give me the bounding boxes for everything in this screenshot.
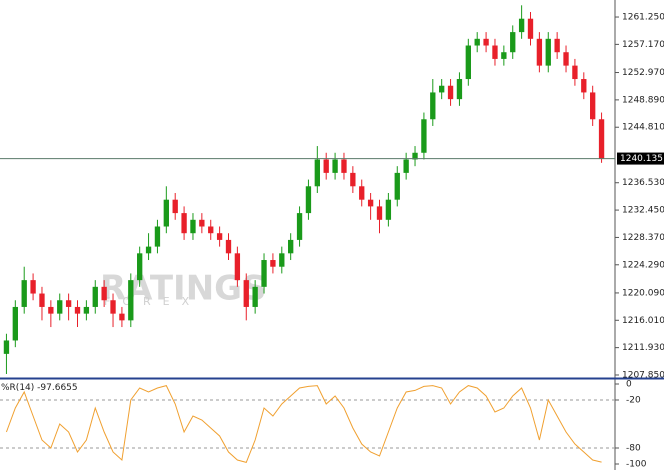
candle-body: [216, 233, 223, 240]
candle-body: [456, 79, 463, 100]
candle-body: [341, 159, 347, 173]
candle-body: [225, 239, 232, 254]
candle-body: [101, 286, 107, 301]
y-tick-label: 1224.290: [622, 260, 664, 270]
y-tick-label: 1261.250: [622, 13, 664, 23]
candle-body: [92, 286, 98, 307]
candle-body: [48, 306, 54, 314]
candle-body: [492, 45, 498, 59]
candle-body: [421, 119, 427, 153]
candle-body: [581, 79, 587, 93]
candle-body: [474, 38, 480, 46]
indicator-name: %R(14): [1, 383, 34, 393]
candle-body: [590, 92, 596, 120]
y-tick-label: -80: [626, 444, 641, 454]
candle-body: [527, 18, 534, 39]
y-tick-label: 1211.930: [622, 343, 664, 353]
y-tick-label: 0: [626, 380, 632, 390]
candle-body: [439, 85, 445, 93]
candle-body: [350, 172, 356, 187]
candle-body: [270, 260, 276, 267]
candle-body: [323, 159, 329, 173]
y-tick-label: 1207.850: [622, 370, 664, 380]
candle-body: [536, 38, 543, 66]
candle-body: [510, 32, 516, 53]
y-tick-label: 1232.450: [622, 206, 664, 216]
candle-body: [39, 293, 45, 307]
candle-body: [598, 119, 605, 159]
candle-body: [65, 300, 72, 307]
candle-body: [145, 246, 152, 254]
current-price-label: 1240.135: [620, 154, 663, 164]
y-tick-label: 1236.530: [622, 178, 664, 188]
candle-body: [163, 199, 169, 227]
candle-body: [394, 172, 400, 200]
candle-body: [252, 286, 258, 307]
candle-body: [57, 300, 63, 314]
candle-body: [234, 253, 241, 281]
y-tick-label: -100: [626, 460, 647, 470]
candle-body: [367, 199, 374, 207]
candle-body: [403, 159, 409, 173]
candle-body: [545, 38, 551, 66]
candle-body: [190, 219, 196, 234]
candle-body: [30, 280, 36, 294]
y-tick-label: 1220.090: [622, 288, 664, 298]
candle-body: [119, 313, 125, 321]
candle-body: [181, 213, 187, 234]
candle-body: [332, 159, 338, 173]
candle-body: [359, 186, 365, 200]
candle-body: [572, 65, 578, 80]
candle-body: [518, 18, 525, 33]
candle-body: [430, 92, 436, 120]
candle-body: [261, 260, 267, 287]
candle-body: [501, 52, 507, 59]
y-tick-label: -20: [626, 396, 641, 406]
candle-body: [3, 340, 10, 354]
candle-body: [305, 186, 312, 214]
candle-body: [376, 206, 383, 220]
candle-body: [385, 199, 392, 220]
candle-body: [412, 152, 418, 160]
candle-body: [296, 213, 303, 240]
candle-body: [83, 306, 90, 314]
candle-body: [554, 38, 560, 53]
candle-body: [288, 239, 294, 254]
candle-body: [563, 52, 569, 66]
candle-body: [314, 159, 320, 187]
y-tick-label: 1248.890: [622, 95, 664, 105]
candle-body: [208, 226, 214, 234]
candle-body: [279, 253, 285, 267]
y-tick-label: 1252.970: [622, 68, 664, 78]
indicator-title: %R(14) -97.6655: [1, 383, 78, 393]
candle-body: [465, 45, 471, 80]
candle-body: [199, 219, 205, 227]
candle-body: [110, 300, 116, 314]
candle-body: [12, 306, 18, 341]
candle-body: [128, 280, 134, 321]
candle-body: [137, 253, 143, 281]
candle-body: [243, 280, 249, 307]
watermark-subtitle: FOREX: [104, 295, 201, 308]
y-tick-label: 1244.810: [622, 123, 664, 133]
y-tick-label: 1216.010: [622, 316, 664, 326]
indicator-line: [5, 385, 602, 463]
candle-body: [483, 38, 489, 46]
current-price-box: [617, 152, 664, 165]
y-tick-label: 1257.170: [622, 40, 664, 50]
candle-body: [172, 199, 178, 214]
candle-body: [154, 226, 161, 247]
candle-body: [447, 85, 454, 100]
y-tick-label: 1228.370: [622, 233, 664, 243]
candle-body: [74, 306, 81, 314]
indicator-value: -97.6655: [37, 383, 77, 393]
candle-body: [21, 280, 27, 307]
